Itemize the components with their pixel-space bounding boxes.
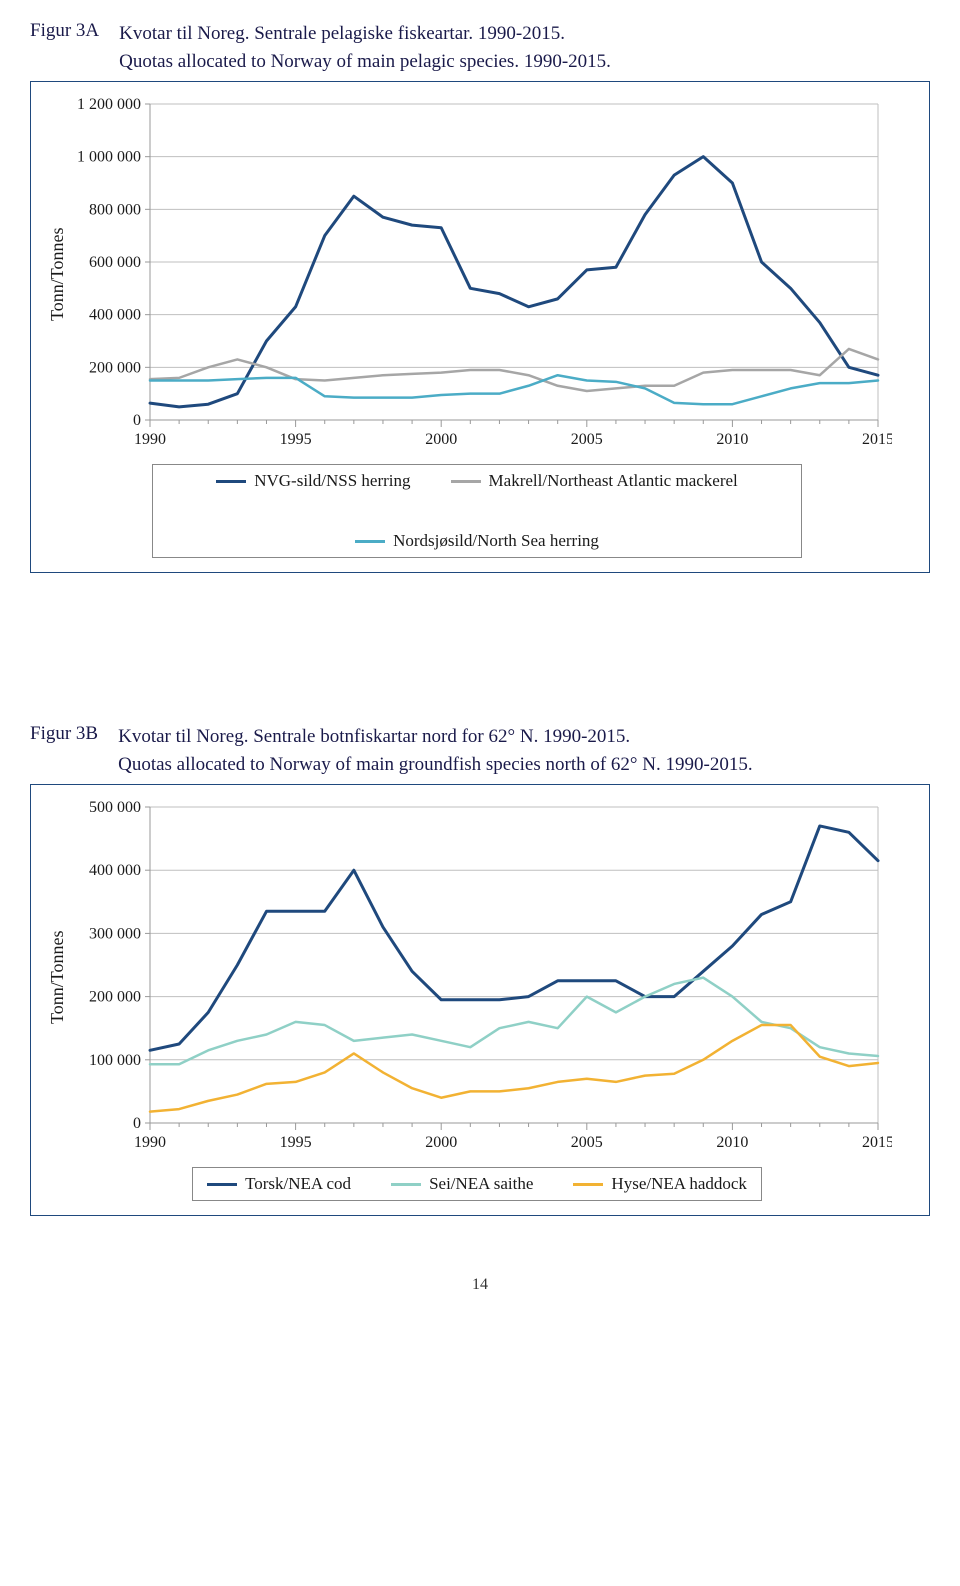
svg-text:500 000: 500 000: [89, 799, 141, 816]
svg-text:400 000: 400 000: [89, 862, 141, 879]
svg-text:2005: 2005: [571, 431, 603, 448]
svg-text:2000: 2000: [425, 1134, 457, 1151]
svg-text:600 000: 600 000: [89, 254, 141, 271]
svg-text:2010: 2010: [716, 431, 748, 448]
svg-text:2015: 2015: [862, 431, 892, 448]
figure-a-legend: NVG-sild/NSS herring Makrell/Northeast At…: [152, 464, 802, 558]
legend-swatch: [391, 1183, 421, 1186]
figure-b-chart: Tonn/Tonnes 0 100 000 200 000 300 000 400 00…: [30, 784, 930, 1216]
svg-text:1990: 1990: [134, 1134, 166, 1151]
legend-label: NVG-sild/NSS herring: [254, 471, 410, 491]
legend-item: NVG-sild/NSS herring: [216, 471, 410, 491]
legend-item: Hyse/NEA haddock: [573, 1174, 747, 1194]
legend-label: Torsk/NEA cod: [245, 1174, 351, 1194]
svg-text:2015: 2015: [862, 1134, 892, 1151]
legend-item: Sei/NEA saithe: [391, 1174, 533, 1194]
svg-text:2010: 2010: [716, 1134, 748, 1151]
figure-a-chart: Tonn/Tonnes 0 200 000 400 000 600 000 800 00…: [30, 81, 930, 573]
svg-text:1995: 1995: [280, 431, 312, 448]
svg-text:0: 0: [133, 1115, 141, 1132]
figure-a-label: Figur 3A: [30, 20, 99, 75]
svg-text:200 000: 200 000: [89, 359, 141, 376]
legend-label: Nordsjøsild/North Sea herring: [393, 531, 599, 551]
figure-b-title-1: Kvotar til Noreg. Sentrale botnfiskartar…: [118, 723, 752, 751]
figure-b-legend: Torsk/NEA cod Sei/NEA saithe Hyse/NEA hadd…: [192, 1167, 762, 1201]
svg-text:200 000: 200 000: [89, 989, 141, 1006]
legend-swatch: [216, 480, 246, 483]
svg-text:300 000: 300 000: [89, 926, 141, 943]
legend-label: Makrell/Northeast Atlantic mackerel: [489, 471, 738, 491]
legend-swatch: [573, 1183, 603, 1186]
svg-text:0: 0: [133, 412, 141, 429]
page-number: 14: [30, 1276, 930, 1294]
legend-label: Sei/NEA saithe: [429, 1174, 533, 1194]
svg-text:800 000: 800 000: [89, 201, 141, 218]
figure-a-ylabel: Tonn/Tonnes: [43, 94, 72, 454]
legend-item: Nordsjøsild/North Sea herring: [355, 531, 599, 551]
figure-b-label: Figur 3B: [30, 723, 98, 778]
legend-item: Makrell/Northeast Atlantic mackerel: [451, 471, 738, 491]
figure-b-plot: 0 100 000 200 000 300 000 400 000 500 000 1990…: [72, 797, 892, 1157]
legend-swatch: [355, 540, 385, 543]
figure-b-header: Figur 3B Kvotar til Noreg. Sentrale botn…: [30, 723, 930, 778]
legend-item: Torsk/NEA cod: [207, 1174, 351, 1194]
svg-text:400 000: 400 000: [89, 307, 141, 324]
svg-text:1 200 000: 1 200 000: [77, 96, 141, 113]
figure-b-title-2: Quotas allocated to Norway of main groun…: [118, 751, 752, 779]
svg-text:1 000 000: 1 000 000: [77, 149, 141, 166]
figure-a-title-1: Kvotar til Noreg. Sentrale pelagiske fis…: [119, 20, 611, 48]
figure-a-header: Figur 3A Kvotar til Noreg. Sentrale pela…: [30, 20, 930, 75]
svg-text:100 000: 100 000: [89, 1052, 141, 1069]
svg-text:1995: 1995: [280, 1134, 312, 1151]
svg-text:2000: 2000: [425, 431, 457, 448]
figure-a-title-2: Quotas allocated to Norway of main pelag…: [119, 48, 611, 76]
legend-swatch: [451, 480, 481, 483]
legend-swatch: [207, 1183, 237, 1186]
legend-label: Hyse/NEA haddock: [611, 1174, 747, 1194]
figure-a-plot: 0 200 000 400 000 600 000 800 000 1 000 000 1 …: [72, 94, 892, 454]
svg-text:2005: 2005: [571, 1134, 603, 1151]
svg-text:1990: 1990: [134, 431, 166, 448]
figure-b-ylabel: Tonn/Tonnes: [43, 797, 72, 1157]
